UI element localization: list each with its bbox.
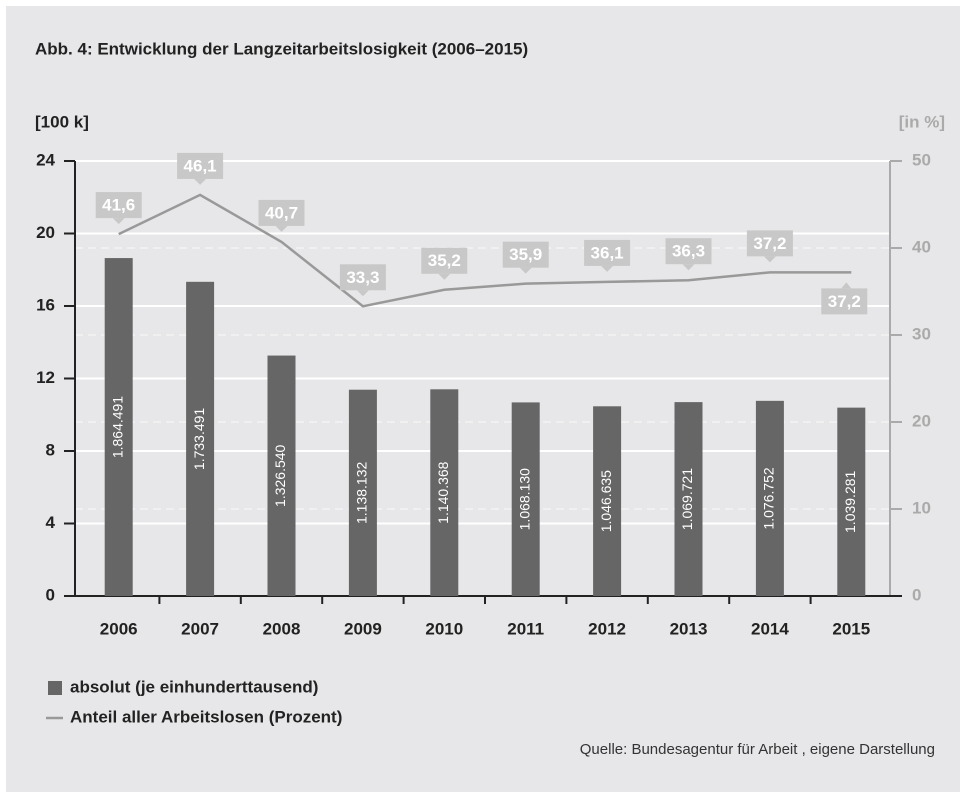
bar bbox=[674, 402, 703, 596]
bar bbox=[511, 402, 540, 596]
value-label-box bbox=[95, 192, 142, 219]
value-label-pointer bbox=[194, 178, 207, 185]
value-label-box bbox=[502, 241, 549, 268]
y-tick-label: 16 bbox=[36, 295, 55, 314]
value-label-pointer bbox=[112, 218, 125, 225]
y-tick-label: 24 bbox=[36, 150, 55, 169]
bar bbox=[348, 389, 377, 596]
value-label-box bbox=[821, 288, 868, 315]
y-tick-label: 0 bbox=[46, 585, 55, 604]
line-value-label: 35,2 bbox=[428, 251, 461, 270]
y2-tick-label: 30 bbox=[912, 324, 931, 343]
bar-value-label: 1.138.132 bbox=[354, 462, 370, 524]
y-tick-label: 4 bbox=[46, 513, 56, 532]
bar bbox=[104, 258, 133, 596]
bar bbox=[837, 407, 866, 596]
value-label-pointer bbox=[601, 265, 614, 272]
bar-value-label: 1.068.130 bbox=[516, 468, 532, 530]
x-tick-label: 2007 bbox=[181, 619, 219, 638]
x-tick-label: 2010 bbox=[425, 619, 463, 638]
bar bbox=[430, 389, 459, 596]
line-value-label: 40,7 bbox=[265, 203, 298, 222]
source: Quelle: Bundesagentur für Arbeit , eigen… bbox=[580, 741, 935, 758]
line-value-label: 36,1 bbox=[591, 243, 624, 262]
y2-tick-label: 40 bbox=[912, 237, 931, 256]
x-tick-label: 2006 bbox=[100, 619, 138, 638]
value-label-pointer bbox=[438, 273, 451, 280]
value-label-box bbox=[421, 247, 468, 274]
value-label-pointer bbox=[841, 282, 852, 289]
y-axis-title: [100 k] bbox=[35, 112, 89, 131]
line-value-label: 37,2 bbox=[828, 292, 861, 311]
line-value-label: 37,2 bbox=[753, 234, 786, 253]
bar bbox=[267, 355, 296, 596]
y2-tick-label: 10 bbox=[912, 498, 931, 517]
value-label-pointer bbox=[682, 264, 695, 271]
y-tick-label: 8 bbox=[46, 440, 55, 459]
bar bbox=[755, 400, 784, 596]
value-label-box bbox=[665, 238, 712, 265]
line-value-label: 41,6 bbox=[102, 196, 135, 215]
x-tick-label: 2012 bbox=[588, 619, 626, 638]
legend-swatch bbox=[48, 681, 62, 695]
bar-value-label: 1.733.491 bbox=[191, 408, 207, 470]
x-tick-label: 2014 bbox=[751, 619, 789, 638]
bar-value-label: 1.140.368 bbox=[435, 461, 451, 523]
value-label-box bbox=[258, 199, 305, 226]
line-value-label: 36,3 bbox=[672, 242, 705, 261]
x-tick-label: 2008 bbox=[263, 619, 301, 638]
bar-value-label: 1.046.635 bbox=[598, 470, 614, 532]
y2-tick-label: 0 bbox=[912, 585, 921, 604]
bar-value-label: 1.069.721 bbox=[679, 468, 695, 530]
y-tick-label: 20 bbox=[36, 223, 55, 242]
value-label-box bbox=[177, 152, 224, 179]
value-label-box bbox=[584, 239, 631, 266]
background bbox=[6, 6, 960, 792]
bar bbox=[186, 281, 215, 596]
value-label-box bbox=[746, 230, 793, 257]
value-label-pointer bbox=[519, 267, 532, 274]
bar-value-label: 1.864.491 bbox=[109, 396, 125, 458]
value-label-box bbox=[339, 264, 386, 291]
y2-tick-label: 50 bbox=[912, 150, 931, 169]
x-tick-label: 2015 bbox=[832, 619, 870, 638]
line-value-label: 35,9 bbox=[509, 245, 542, 264]
line bbox=[118, 193, 852, 308]
x-tick-label: 2009 bbox=[344, 619, 382, 638]
bar bbox=[593, 406, 622, 596]
value-label-pointer bbox=[763, 256, 776, 263]
x-tick-label: 2013 bbox=[670, 619, 708, 638]
y2-tick-label: 20 bbox=[912, 411, 931, 430]
x-tick-label: 2011 bbox=[507, 619, 544, 638]
value-label-pointer bbox=[356, 290, 369, 297]
y2-axis-title: [in %] bbox=[899, 112, 945, 131]
y-tick-label: 12 bbox=[36, 368, 55, 387]
line-value-label: 46,1 bbox=[184, 156, 217, 175]
legend-label: absolut (je einhunderttausend) bbox=[70, 677, 318, 696]
bar-value-label: 1.039.281 bbox=[842, 470, 858, 532]
legend-label: Anteil aller Arbeitslosen (Prozent) bbox=[70, 707, 342, 726]
value-label-pointer bbox=[275, 225, 288, 232]
line-value-label: 33,3 bbox=[346, 268, 379, 287]
chart-title: Abb. 4: Entwicklung der Langzeitarbeitsl… bbox=[35, 39, 528, 58]
bar-value-label: 1.076.752 bbox=[761, 467, 777, 529]
bar-value-label: 1.326.540 bbox=[272, 444, 288, 506]
